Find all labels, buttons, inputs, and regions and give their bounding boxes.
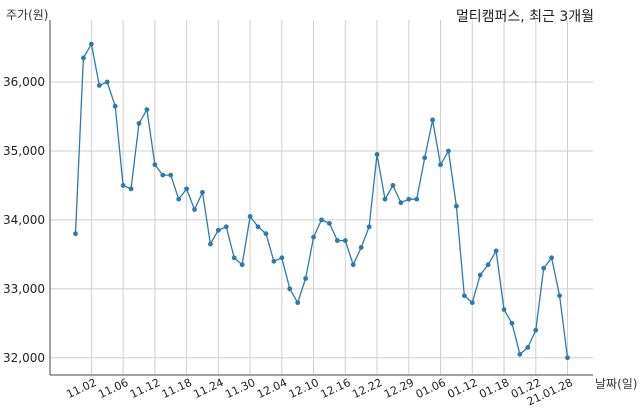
data-point [382, 196, 388, 202]
tick-label-layer: 32,000 33,000 34,000 35,000 36,000 11.0211.06… [3, 75, 575, 408]
data-point [120, 183, 126, 188]
data-point [287, 286, 293, 292]
x-tick-label: 01.12 [445, 376, 479, 401]
data-point [215, 227, 221, 233]
x-tick-label: 11.06 [96, 376, 130, 401]
data-point [88, 41, 94, 47]
data-point [366, 224, 372, 230]
data-point [184, 186, 189, 192]
data-point [96, 83, 102, 88]
data-point [565, 355, 570, 361]
y-tick-label: 36,000 [3, 75, 45, 89]
data-point [255, 224, 261, 230]
data-point [350, 262, 356, 268]
y-tick-label: 33,000 [3, 282, 45, 296]
data-point [501, 307, 507, 312]
x-tick-label: 12.10 [287, 376, 321, 401]
x-tick-label: 11.18 [160, 376, 194, 401]
data-point [414, 196, 420, 202]
x-tick-label: 11.30 [223, 376, 257, 401]
data-point [200, 189, 205, 195]
data-point [73, 231, 78, 237]
data-point [454, 203, 459, 209]
data-point [430, 117, 435, 123]
data-point [176, 196, 182, 202]
x-tick-label: 01.18 [477, 376, 511, 401]
data-point [303, 276, 309, 281]
y-tick-label: 32,000 [3, 351, 45, 365]
data-point [144, 107, 150, 113]
x-tick-label: 11.12 [128, 376, 162, 401]
data-point [461, 293, 467, 299]
data-point [271, 258, 277, 264]
data-point [223, 224, 229, 230]
data-point [390, 183, 396, 188]
data-point [509, 320, 515, 326]
data-point [398, 200, 404, 206]
data-point [319, 217, 324, 223]
data-point [112, 103, 118, 109]
x-tick-label: 12.29 [382, 376, 416, 401]
x-tick-label: 11.24 [192, 376, 226, 401]
data-point [192, 207, 197, 212]
data-point [549, 255, 555, 261]
x-axis-title: 날짜(일) [595, 377, 638, 391]
x-tick-label: 12.16 [319, 376, 353, 401]
x-tick-label: 12.22 [350, 376, 384, 401]
x-tick-label: 01.06 [414, 376, 448, 401]
data-point [279, 255, 285, 261]
data-point [104, 79, 110, 85]
data-point [208, 241, 213, 247]
data-point [374, 152, 380, 157]
x-tick-label: 11.02 [65, 376, 99, 401]
data-point [239, 262, 245, 268]
axis-layer [49, 20, 593, 376]
data-point [263, 231, 269, 237]
data-point [327, 220, 332, 226]
data-point [81, 55, 86, 61]
data-point [485, 262, 491, 268]
data-point [128, 186, 134, 192]
data-point [247, 214, 253, 219]
data-point [525, 345, 531, 350]
data-point [160, 172, 166, 178]
data-point [446, 148, 451, 154]
data-point [469, 300, 475, 306]
data-point [493, 248, 499, 254]
data-point [168, 172, 174, 178]
y-tick-label: 34,000 [3, 213, 45, 227]
data-point [422, 155, 428, 161]
data-point [295, 300, 301, 306]
data-point [152, 162, 158, 168]
data-point [136, 120, 142, 126]
data-point [533, 327, 539, 333]
data-point [406, 196, 412, 202]
price-series [73, 41, 570, 361]
data-point [557, 293, 562, 299]
chart-title: 멀티캠퍼스, 최근 3개월 [455, 9, 594, 25]
y-tick-label: 35,000 [3, 144, 45, 158]
data-point [541, 265, 547, 271]
data-point [311, 234, 316, 240]
data-point [342, 238, 348, 243]
grid-layer [50, 20, 593, 375]
y-axis-title: 주가(원) [6, 8, 49, 22]
price-line [74, 42, 569, 358]
data-point [334, 238, 340, 243]
data-point [438, 162, 443, 168]
data-point [358, 245, 364, 250]
x-tick-label: 12.04 [255, 376, 289, 401]
data-point [231, 255, 237, 261]
data-point [477, 272, 483, 278]
data-point [517, 351, 523, 357]
